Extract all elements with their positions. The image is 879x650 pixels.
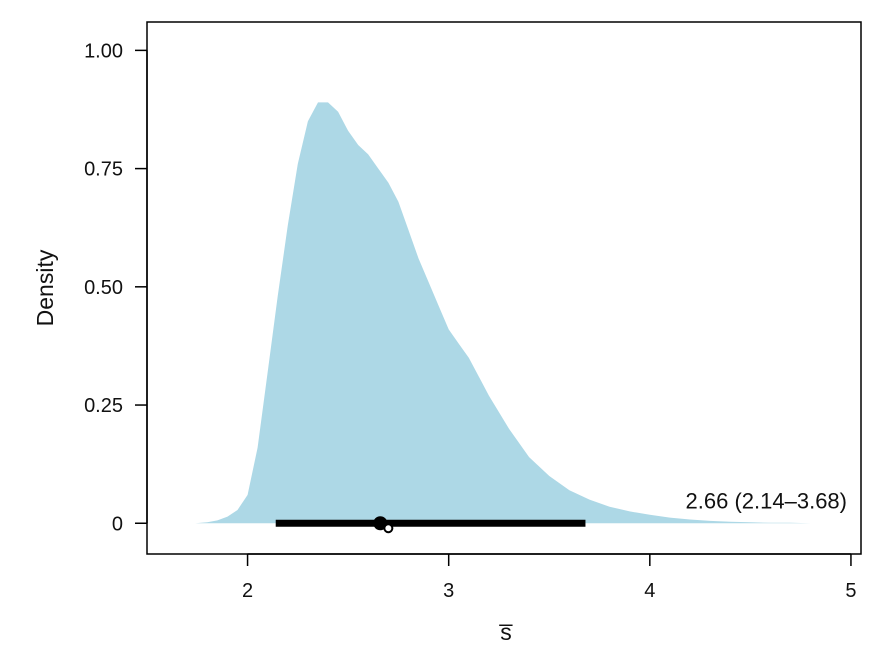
y-tick-label: 0.75 bbox=[84, 159, 123, 181]
x-axis: 2 3 4 5 bbox=[242, 553, 857, 602]
y-tick-label: 1.00 bbox=[84, 40, 123, 62]
y-axis-title: Density bbox=[32, 249, 58, 326]
y-tick-label: 0 bbox=[112, 513, 123, 535]
y-tick-label: 0.25 bbox=[84, 395, 123, 417]
x-tick-label: 5 bbox=[845, 580, 856, 602]
x-tick-label: 2 bbox=[242, 580, 253, 602]
y-tick-label: 0.50 bbox=[84, 277, 123, 299]
secondary-point-marker bbox=[383, 523, 394, 534]
x-tick-label: 4 bbox=[644, 580, 655, 602]
x-axis-title: s̅ bbox=[499, 619, 513, 645]
density-area bbox=[195, 102, 851, 524]
x-tick-label: 3 bbox=[443, 580, 454, 602]
y-axis: 0 0.25 0.50 0.75 1.00 bbox=[84, 40, 148, 535]
estimate-annotation: 2.66 (2.14–3.68) bbox=[686, 488, 847, 513]
